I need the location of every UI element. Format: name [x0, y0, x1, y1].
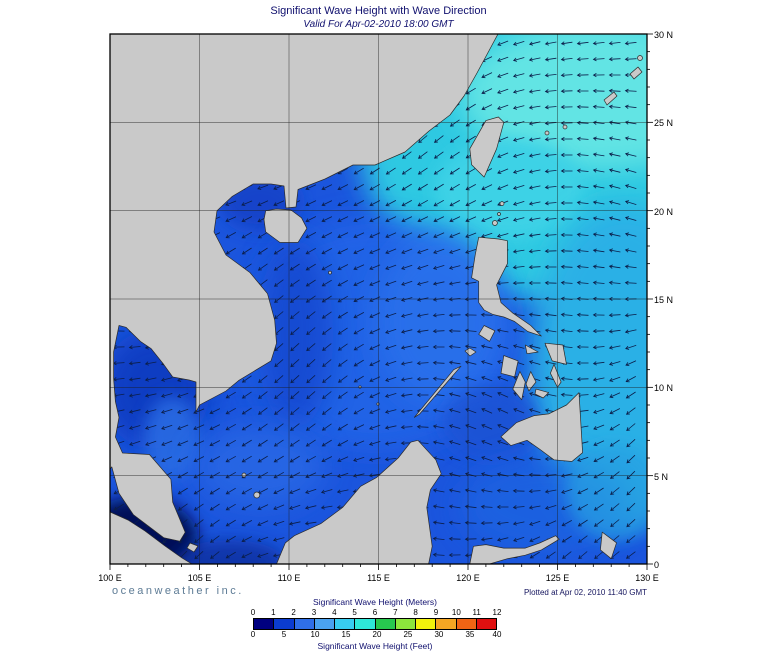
island-masbate	[524, 344, 539, 355]
hs-patch-java-sea	[175, 540, 285, 564]
legend-feet-tick: 40	[492, 630, 502, 639]
legend-meters-tick: 7	[393, 608, 398, 617]
lat-tick-label: 10 N	[654, 383, 674, 394]
legend-meters-tick: 1	[271, 608, 276, 617]
legend-meters-tick: 6	[372, 608, 378, 617]
island-luzon	[471, 236, 542, 337]
lon-tick-label: 110 E	[277, 573, 301, 583]
land-layer	[110, 34, 643, 564]
island-negros	[512, 371, 526, 401]
legend-color-segment	[435, 619, 456, 629]
legend-meters-tick: 11	[472, 608, 481, 617]
legend-feet-tick: 5	[281, 630, 287, 639]
legend-meters-title: Significant Wave Height (Meters)	[313, 597, 437, 607]
lon-tick-label: 105 E	[187, 573, 212, 583]
legend-color-segment	[475, 619, 496, 629]
legend-meters-tick: 9	[433, 608, 439, 617]
legend-color-segment	[455, 619, 476, 629]
island-taiwan	[469, 116, 505, 178]
island-riau	[186, 542, 199, 553]
legend-color-segment	[313, 619, 334, 629]
island-bohol	[534, 388, 549, 399]
legend-feet-tick: 25	[403, 630, 413, 639]
legend-feet-tick: 0	[250, 630, 256, 639]
legend-color-segment	[394, 619, 415, 629]
legend-meters-tick: 3	[311, 608, 317, 617]
legend-color-segment	[254, 619, 274, 629]
islands-ryukyu	[544, 55, 643, 136]
legend-color-segment	[334, 619, 355, 629]
legend-color-segment	[415, 619, 436, 629]
island-halmahera	[600, 531, 617, 560]
hs-patch-celebes-east	[567, 444, 647, 540]
lon-tick-label: 100 E	[98, 573, 122, 583]
lon-tick-label: 120 E	[456, 573, 480, 583]
island-natuna	[253, 491, 261, 499]
hs-patch-east-china-sea	[460, 34, 647, 169]
island-cebu	[525, 371, 537, 392]
legend-color-segment	[354, 619, 375, 629]
legend-meters-tick: 12	[492, 608, 502, 617]
island-borneo	[276, 439, 442, 564]
legend-color-segment	[273, 619, 294, 629]
lat-tick-label: 25 N	[654, 118, 674, 129]
island-samar	[544, 342, 567, 365]
legend-feet-tick: 15	[341, 630, 351, 639]
legend-feet-tick: 30	[434, 630, 444, 639]
island-anambas	[241, 472, 247, 478]
grid-lines	[110, 34, 647, 564]
legend-meters-scale: 0 1 2 3 4 5 6 7 8 9 10 11 12	[250, 608, 502, 618]
lon-tick-label: 125 E	[545, 573, 570, 583]
legend-color-segment	[374, 619, 395, 629]
legend-feet-scale: 0 5 10 15 20 25 30 35 40	[250, 630, 502, 640]
legend-feet-tick: 35	[465, 630, 475, 639]
legend-meters-tick: 5	[352, 608, 357, 617]
legend-color-segment	[293, 619, 314, 629]
oceanweather-brand: oceanweather inc.	[112, 585, 244, 597]
lat-tick-label: 30 N	[654, 30, 674, 40]
island-hainan	[263, 208, 308, 243]
map-border	[109, 33, 648, 565]
island-palawan	[413, 365, 462, 418]
hs-patch-gulf-center	[144, 397, 200, 481]
islands-babuyan-batanes	[492, 201, 505, 226]
lon-tick-label: 115 E	[367, 573, 390, 583]
map-subtitle: Valid For Apr-02-2010 18:00 GMT	[303, 19, 454, 30]
lat-tick-label: 20 N	[654, 206, 674, 217]
legend-meters-tick: 0	[250, 608, 256, 617]
legend-meters-tick: 10	[451, 608, 461, 617]
lon-tick-label: 130 E	[635, 573, 659, 583]
island-mindanao	[500, 392, 583, 462]
island-mindoro	[478, 325, 496, 342]
legend-colorbar	[253, 618, 497, 630]
legend-meters-tick: 8	[413, 608, 418, 617]
island-panay	[500, 355, 519, 378]
island-sumatra	[110, 511, 193, 564]
landmass-asia-mainland	[110, 34, 499, 542]
island-sulawesi-north-arm	[469, 535, 560, 564]
legend-feet-tick: 20	[372, 630, 382, 639]
legend-meters-tick: 2	[291, 608, 296, 617]
lat-tick-label: 5 N	[654, 471, 669, 482]
legend-meters-tick: 4	[332, 608, 337, 617]
lat-tick-label: 15 N	[654, 295, 674, 305]
lat-tick-label: 0	[654, 560, 660, 570]
map-title: Significant Wave Height with Wave Direct…	[270, 5, 487, 17]
plotted-timestamp: Plotted at Apr 02, 2010 11:40 GMT	[523, 588, 647, 597]
legend-feet-tick: 10	[310, 630, 320, 639]
legend-feet-title: Significant Wave Height (Feet)	[317, 641, 433, 651]
